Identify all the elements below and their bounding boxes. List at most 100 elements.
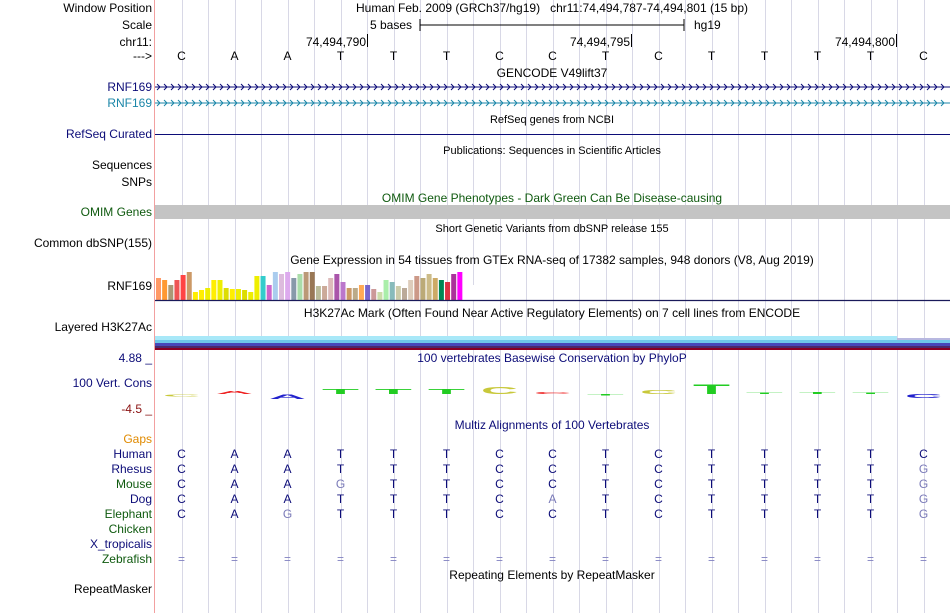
cons-track-title[interactable]: 100 vertebrates Basewise Conservation by… [417, 351, 687, 365]
repeatmasker-label[interactable]: RepeatMasker [73, 582, 152, 596]
gtex-tissue-bar [168, 285, 174, 300]
multiz-base: A [283, 477, 292, 491]
gtex-tissue-bar [266, 285, 272, 300]
gencode-transcript-2[interactable] [155, 97, 950, 109]
refseq-gene-line[interactable] [155, 134, 950, 135]
gtex-tissue-bar [229, 289, 235, 300]
multiz-base: T [601, 507, 610, 521]
gtex-tissue-bar [322, 286, 328, 300]
multiz-base: G [918, 507, 929, 521]
gtex-tissue-bar [352, 288, 358, 300]
snps-label[interactable]: SNPs [121, 175, 152, 189]
omim-phenotype-bar[interactable] [155, 205, 950, 219]
multiz-track-title[interactable]: Multiz Alignments of 100 Vertebrates [454, 418, 650, 432]
multiz-base: C [654, 492, 663, 506]
gtex-expression-bars[interactable] [155, 267, 950, 303]
gtex-gene-label[interactable]: RNF169 [107, 279, 152, 293]
gtex-tissue-bar [463, 282, 469, 300]
multiz-species-label[interactable]: X_tropicalis [89, 537, 152, 551]
ruler-tick-1-mark [367, 34, 368, 47]
multiz-base: A [230, 507, 239, 521]
multiz-species-label[interactable]: Chicken [108, 522, 152, 536]
gtex-tissue-bar [395, 286, 401, 300]
conservation-base-glyph: A [269, 394, 307, 401]
multiz-base: C [177, 462, 186, 476]
h3k27ac-track-title[interactable]: H3K27Ac Mark (Often Found Near Active Re… [303, 306, 801, 320]
gtex-tissue-bar [235, 289, 241, 300]
multiz-species-label[interactable]: Elephant [104, 507, 152, 521]
gaps-label[interactable]: Gaps [123, 432, 152, 446]
multiz-base: T [707, 462, 716, 476]
multiz-base: T [442, 462, 451, 476]
gtex-tissue-bar [481, 282, 487, 300]
multiz-base: A [548, 492, 557, 506]
gtex-tissue-bar [371, 289, 377, 300]
gtex-tissue-bar [475, 288, 481, 300]
gencode-track-title[interactable]: GENCODE V49lift37 [496, 66, 608, 80]
cons-label[interactable]: 100 Vert. Cons [72, 376, 152, 390]
cons-max-value: 4.88 _ [118, 351, 152, 365]
reference-base: T [760, 49, 769, 63]
reference-base: T [336, 49, 345, 63]
multiz-base: G [918, 492, 929, 506]
gtex-tissue-bar [279, 274, 284, 300]
multiz-species-label[interactable]: Zebrafish [101, 552, 152, 566]
multiz-species-label[interactable]: Rhesus [111, 462, 152, 476]
gencode-gene-label-2[interactable]: RNF169 [107, 96, 152, 110]
multiz-base: C [654, 477, 663, 491]
ruler-tick-3-mark [896, 34, 897, 47]
multiz-base: = [760, 552, 769, 566]
h3k27ac-signal[interactable] [155, 334, 950, 352]
conservation-base-glyph: T [587, 394, 624, 396]
cons-min-value: -4.5 _ [121, 402, 152, 416]
omim-label[interactable]: OMIM Genes [80, 205, 152, 219]
h3k27ac-label[interactable]: Layered H3K27Ac [54, 320, 152, 334]
base-grid [182, 0, 925, 613]
gencode-gene-label-1[interactable]: RNF169 [107, 80, 152, 94]
refseq-track-title[interactable]: RefSeq genes from NCBI [489, 114, 615, 126]
multiz-base: T [442, 447, 451, 461]
multiz-base: T [336, 447, 345, 461]
multiz-base: T [707, 477, 716, 491]
multiz-base: T [866, 492, 875, 506]
reference-base: A [230, 49, 239, 63]
multiz-base: T [707, 492, 716, 506]
multiz-base: C [548, 462, 557, 476]
multiz-base: C [177, 447, 186, 461]
multiz-species-label[interactable]: Mouse [115, 477, 152, 491]
multiz-base: A [230, 492, 239, 506]
repeatmasker-track-title[interactable]: Repeating Elements by RepeatMasker [449, 568, 655, 582]
conservation-base-glyph: C [163, 394, 203, 397]
assembly-name: hg19 [694, 18, 721, 32]
gtex-tissue-bar [346, 288, 352, 300]
dbsnp-track-title[interactable]: Short Genetic Variants from dbSNP releas… [435, 223, 669, 235]
multiz-base: T [760, 447, 769, 461]
window-position-value: Human Feb. 2009 (GRCh37/hg19) chr11:74,4… [355, 1, 749, 15]
sequences-label[interactable]: Sequences [91, 158, 152, 172]
multiz-base: T [442, 507, 451, 521]
gtex-tissue-bar [340, 282, 346, 300]
conservation-logo[interactable]: C A A T T T C C T C T T T T C [155, 368, 950, 414]
ruler-tick-1: 74,494,790 [305, 35, 366, 49]
multiz-species-label[interactable]: Human [113, 447, 152, 461]
multiz-species-label[interactable]: Dog [129, 492, 152, 506]
multiz-base: T [866, 477, 875, 491]
multiz-base: = [283, 552, 292, 566]
publications-track-title[interactable]: Publications: Sequences in Scientific Ar… [443, 145, 661, 157]
gtex-tissue-bar [438, 280, 444, 300]
multiz-base: C [177, 507, 186, 521]
gtex-tissue-bar [383, 280, 389, 300]
multiz-base: T [389, 477, 398, 491]
gencode-transcript-1[interactable] [155, 81, 950, 93]
multiz-base: T [442, 492, 451, 506]
omim-track-title[interactable]: OMIM Gene Phenotypes - Dark Green Can Be… [381, 191, 723, 205]
conservation-base-glyph: T [375, 388, 413, 396]
multiz-base: T [336, 462, 345, 476]
dbsnp-label[interactable]: Common dbSNP(155) [33, 236, 152, 250]
multiz-base: C [654, 447, 663, 461]
refseq-label[interactable]: RefSeq Curated [65, 127, 152, 141]
gtex-tissue-bar [180, 275, 186, 300]
multiz-base: G [918, 462, 929, 476]
multiz-base: = [336, 552, 345, 566]
gtex-track-title[interactable]: Gene Expression in 54 tissues from GTEx … [290, 253, 814, 267]
